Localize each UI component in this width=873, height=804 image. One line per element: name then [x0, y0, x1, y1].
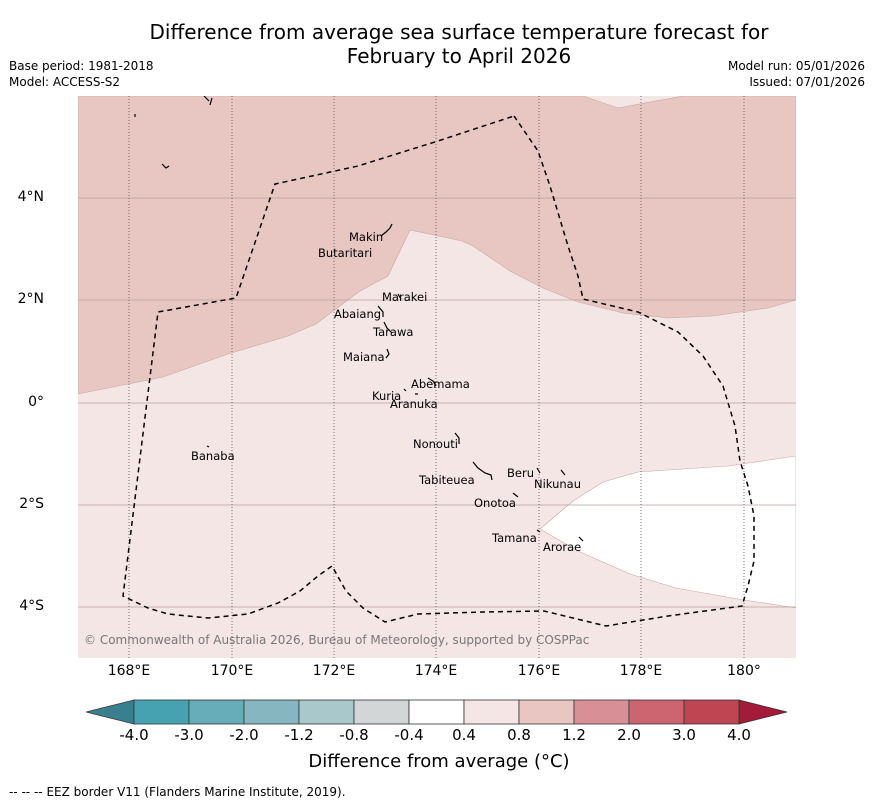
x-tick-label: 170°E: [210, 663, 254, 679]
colorbar-tick-label: 4.0: [727, 726, 751, 744]
island-label: Tamana: [491, 531, 537, 545]
colorbar-segment: [518, 699, 575, 725]
colorbar-tick-label: -2.0: [229, 726, 259, 744]
arorae-shape: [578, 536, 584, 542]
colorbar-tick-label: -3.0: [174, 726, 204, 744]
colorbar-segment: [683, 699, 740, 725]
meta-left: Base period: 1981-2018 Model: ACCESS-S2: [9, 58, 154, 90]
meta-right: Model run: 05/01/2026 Issued: 07/01/2026: [728, 58, 865, 90]
colorbar-segment: [298, 699, 355, 725]
makin-butaritari-shape: [380, 223, 393, 237]
island-label: Abaiang: [334, 307, 381, 321]
island-label: Marakei: [382, 290, 427, 304]
colorbar-tick-label: 1.2: [562, 726, 586, 744]
tabiteuea-shape: [472, 461, 493, 481]
x-tick-label: 180°: [727, 663, 761, 679]
island-label: Onotoa: [474, 496, 516, 510]
colorbar-tick-label: -1.2: [284, 726, 314, 744]
island-label: Kuria: [372, 389, 401, 403]
y-tick-label: 0°: [28, 394, 44, 410]
colorbar-tick-label: -4.0: [119, 726, 149, 744]
island-label: Tarawa: [372, 325, 413, 339]
island-label: Maiana: [343, 350, 385, 364]
latitude-gridlines: [78, 197, 796, 608]
colorbar-arrow-max: [738, 699, 788, 725]
colorbar-segment: [133, 699, 190, 725]
colorbar-tick-label: -0.4: [394, 726, 424, 744]
copyright-notice: © Commonwealth of Australia 2026, Bureau…: [84, 633, 589, 647]
eez-legend-dashes: -- -- --: [9, 785, 43, 799]
colorbar-tick-label: 0.8: [507, 726, 531, 744]
x-tick-label: 176°E: [517, 663, 561, 679]
colorbar-tick-label: 0.4: [452, 726, 476, 744]
model-name: Model: ACCESS-S2: [9, 75, 121, 89]
colorbar-segment: [463, 699, 520, 725]
colorbar-segment: [408, 699, 465, 725]
nikunau-shape: [560, 469, 566, 476]
colorbar-segment: [628, 699, 685, 725]
colorbar-segment: [188, 699, 245, 725]
island-label: Tabiteuea: [418, 473, 475, 487]
model-run: Model run: 05/01/2026: [727, 59, 865, 73]
colorbar-segment: [243, 699, 300, 725]
x-tick-label: 172°E: [312, 663, 356, 679]
abaiang-shape: [377, 305, 384, 317]
colorbar-tick-label: 2.0: [617, 726, 641, 744]
colorbar: [86, 699, 788, 725]
maiana-shape: [385, 348, 390, 359]
banaba-shape: [206, 445, 210, 448]
nonouti-shape: [454, 432, 460, 444]
title-line-2: February to April 2026: [346, 44, 572, 68]
island-label: Abemama: [411, 377, 470, 391]
y-tick-label: 2°S: [19, 496, 44, 512]
tarawa-shape: [383, 321, 393, 334]
tamana-shape: [536, 529, 541, 533]
island-shapes: [134, 96, 584, 542]
anomaly-0p8-1p2-region: [78, 96, 796, 395]
island-label: Nikunau: [534, 477, 581, 491]
longitude-gridlines: [128, 96, 745, 658]
onotoa-shape: [512, 492, 519, 498]
nauru-edge-shape: [203, 96, 213, 106]
colorbar-title: Difference from average (°C): [308, 751, 570, 772]
island-label: Aranuka: [390, 397, 438, 411]
y-tick-label: 4°N: [17, 189, 44, 205]
colorbar-segment: [353, 699, 410, 725]
title-line-1: Difference from average sea surface temp…: [149, 20, 769, 44]
y-tick-label: 4°S: [19, 598, 44, 614]
eez-legend-text: EEZ border V11 (Flanders Marine Institut…: [46, 785, 346, 799]
base-period: Base period: 1981-2018: [9, 59, 154, 73]
eez-legend: -- -- -- EEZ border V11 (Flanders Marine…: [9, 785, 346, 799]
island-label: Beru: [507, 466, 534, 480]
x-tick-label: 178°E: [619, 663, 663, 679]
island-label: Makin: [349, 230, 383, 244]
island-label: Nonouti: [413, 437, 458, 451]
island-label: Butaritari: [318, 246, 372, 260]
marakei-shape: [397, 293, 402, 300]
anomaly-neutral-region: [539, 455, 796, 609]
island-label: Banaba: [191, 449, 235, 463]
colorbar-arrow-min: [86, 699, 135, 725]
island-label: Arorae: [543, 540, 581, 554]
abemama-shape: [427, 377, 437, 387]
beru-shape: [536, 467, 541, 474]
x-tick-label: 174°E: [414, 663, 458, 679]
y-tick-label: 2°N: [17, 291, 44, 307]
kuria-aranuka-shape: [403, 388, 418, 395]
issued-date: Issued: 07/01/2026: [749, 75, 865, 89]
small-islet-2-shape: [161, 163, 170, 169]
colorbar-tick-label: 3.0: [672, 726, 696, 744]
colorbar-segment: [573, 699, 630, 725]
sst-anomaly-map: Makin Butaritari Marakei Abaiang Tarawa …: [78, 96, 796, 658]
colorbar-tick-label: -0.8: [339, 726, 369, 744]
x-tick-label: 168°E: [107, 663, 151, 679]
map-title: Difference from average sea surface temp…: [0, 20, 873, 68]
